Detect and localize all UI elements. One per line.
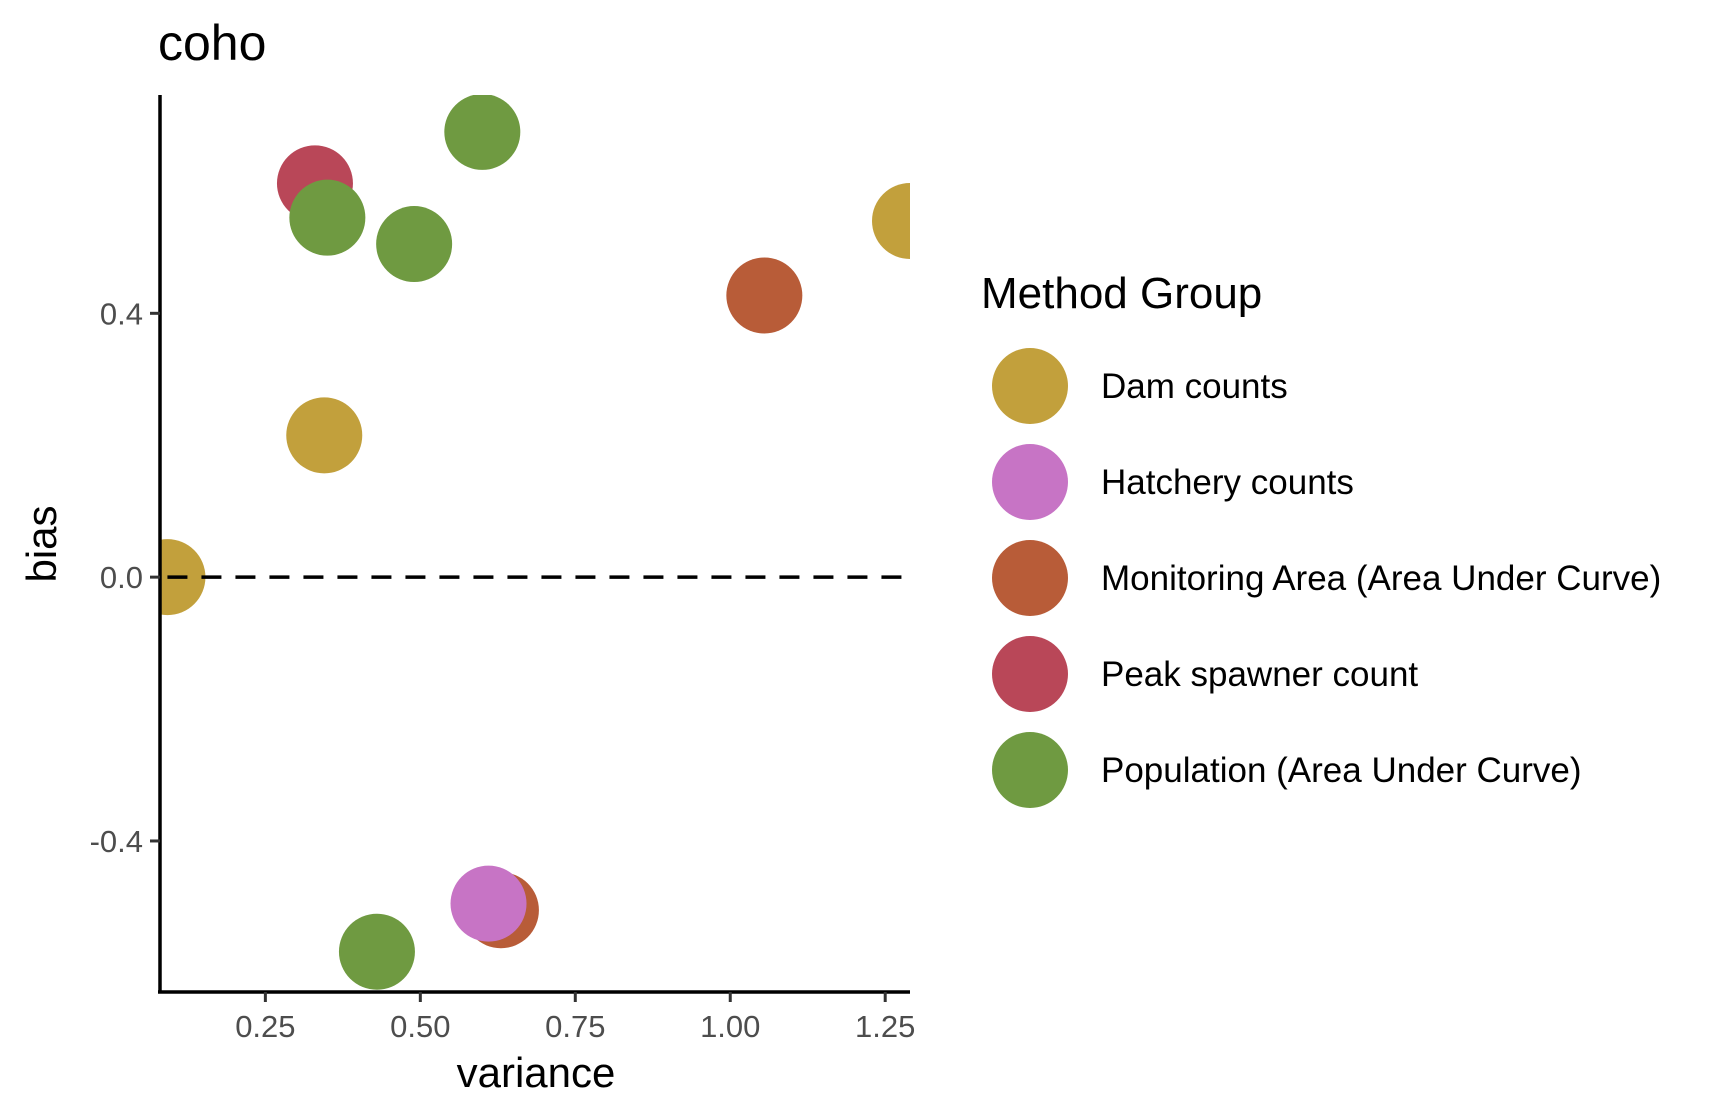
x-tick-label: 0.25: [235, 1009, 295, 1044]
x-tick-label: 1.00: [700, 1009, 760, 1044]
y-tick-label: 0.0: [100, 560, 143, 595]
legend-key-population-area-under-curve: [992, 732, 1068, 808]
y-axis-title: bias: [18, 505, 65, 582]
y-tick-label: 0.4: [100, 296, 143, 331]
x-tick-label: 0.50: [390, 1009, 450, 1044]
legend: Method Group Dam counts Hatchery counts Mo…: [981, 269, 1661, 808]
point-population-area-under-curve-0: [444, 95, 521, 170]
point-hatchery-counts-0: [450, 865, 527, 942]
legend-title: Method Group: [981, 269, 1262, 318]
point-population-area-under-curve-2: [376, 206, 453, 283]
x-axis-ticks: 0.25 0.50 0.75 1.00 1.25: [235, 992, 915, 1044]
legend-label-hatchery-counts: Hatchery counts: [1101, 463, 1354, 502]
chart-title: coho: [158, 15, 266, 71]
legend-label-dam-counts: Dam counts: [1101, 367, 1288, 406]
legend-key-monitoring-area-area-under-curve: [992, 540, 1068, 616]
point-population-area-under-curve-1: [289, 179, 366, 256]
legend-key-peak-spawner-count: [992, 636, 1068, 712]
y-axis-ticks: -0.4 0.0 0.4: [90, 296, 160, 859]
legend-label-population-area-under-curve: Population (Area Under Curve): [1101, 751, 1582, 790]
x-tick-label: 1.25: [855, 1009, 915, 1044]
legend-key-dam-counts: [992, 348, 1068, 424]
points-layer: [160, 95, 910, 990]
point-dam-counts-0: [872, 182, 910, 259]
point-monitoring-area-area-under-curve-0: [726, 257, 803, 334]
point-population-area-under-curve-3: [338, 913, 415, 990]
legend-label-peak-spawner-count: Peak spawner count: [1101, 655, 1418, 694]
x-axis-title: variance: [457, 1049, 616, 1096]
legend-key-hatchery-counts: [992, 444, 1068, 520]
x-tick-label: 0.75: [545, 1009, 605, 1044]
legend-label-monitoring-area-area-under-curve: Monitoring Area (Area Under Curve): [1101, 559, 1661, 598]
point-dam-counts-1: [286, 397, 363, 474]
y-tick-label: -0.4: [90, 824, 143, 859]
